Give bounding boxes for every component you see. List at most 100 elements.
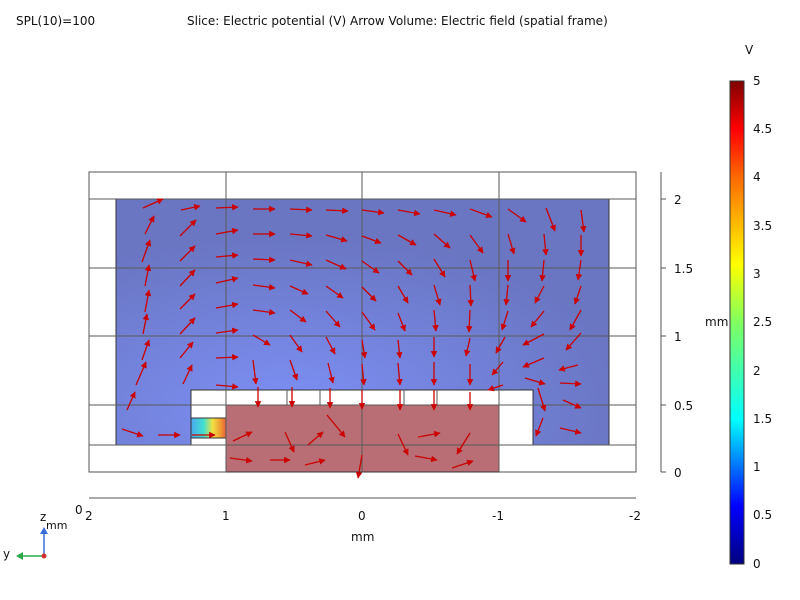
field-arrow xyxy=(535,417,544,437)
field-arrow xyxy=(397,260,413,276)
field-arrow xyxy=(396,362,403,386)
colorbar-unit: V xyxy=(745,43,754,57)
field-arrow xyxy=(141,339,151,361)
x-axis-tick: 0 xyxy=(358,509,366,523)
x-axis-tick: 1 xyxy=(222,509,230,523)
field-arrow xyxy=(215,204,239,211)
colorbar-tick: 3.5 xyxy=(753,219,773,233)
field-arrow xyxy=(451,459,474,469)
field-arrow xyxy=(179,341,194,359)
field-arrow xyxy=(397,312,406,332)
x-axis-unit: mm xyxy=(351,530,375,544)
field-arrow xyxy=(432,309,439,332)
field-arrow xyxy=(121,428,144,438)
field-arrow xyxy=(524,377,546,386)
field-arrow xyxy=(215,301,239,309)
field-arrow xyxy=(507,233,516,255)
axis-triad xyxy=(16,527,48,560)
field-arrow xyxy=(467,284,474,307)
x-axis-tick: -2 xyxy=(629,509,641,523)
field-arrow xyxy=(289,206,313,213)
field-arrow xyxy=(433,284,442,306)
field-arrow xyxy=(414,455,438,463)
field-arrow xyxy=(522,333,545,346)
field-arrow xyxy=(144,264,152,287)
field-arrow xyxy=(215,227,239,235)
field-arrow xyxy=(325,310,341,328)
field-arrow xyxy=(325,234,348,243)
field-arrow xyxy=(361,286,377,302)
field-arrow xyxy=(232,431,253,442)
field-arrow xyxy=(559,380,582,387)
field-arrow xyxy=(180,204,201,211)
field-arrow xyxy=(361,208,385,216)
colorbar-tick: 0.5 xyxy=(753,508,773,522)
field-arrow xyxy=(142,198,164,209)
field-arrow xyxy=(144,289,152,313)
z-axis-unit: mm xyxy=(705,315,729,329)
field-arrow xyxy=(289,259,313,267)
field-arrow xyxy=(469,208,493,219)
colorbar-tick: 5 xyxy=(753,74,761,88)
colorbar-tick: 1 xyxy=(753,460,761,474)
field-arrow xyxy=(141,239,152,263)
field-arrow xyxy=(433,209,457,217)
electric-field-arrows xyxy=(121,198,587,479)
field-arrow xyxy=(503,284,510,306)
field-arrow xyxy=(179,219,197,237)
field-arrow xyxy=(562,399,582,409)
colorbar-tick: 2 xyxy=(753,364,761,378)
field-arrow xyxy=(469,259,477,282)
field-arrow xyxy=(575,259,583,281)
field-arrow xyxy=(466,309,473,333)
field-arrow xyxy=(397,209,421,217)
field-arrow xyxy=(360,363,367,386)
field-arrow xyxy=(215,383,239,390)
field-arrow xyxy=(579,209,587,233)
field-arrow xyxy=(573,285,582,305)
field-arrow xyxy=(361,235,382,245)
field-arrow xyxy=(326,414,346,438)
field-arrow xyxy=(252,359,259,385)
field-arrow xyxy=(456,432,471,455)
field-arrow xyxy=(469,234,484,254)
triad-y-label: y xyxy=(3,547,11,561)
field-arrow xyxy=(545,207,556,232)
field-arrow xyxy=(307,431,324,446)
field-arrow xyxy=(522,357,545,368)
z-axis-tick: 1.5 xyxy=(674,262,694,276)
field-arrow xyxy=(487,384,504,392)
field-arrow xyxy=(433,258,446,278)
field-arrow xyxy=(252,334,271,346)
field-arrow xyxy=(559,427,582,435)
field-arrow xyxy=(252,256,276,263)
field-arrow xyxy=(361,311,376,331)
x-axis-tick: -1 xyxy=(492,509,504,523)
field-arrow xyxy=(284,431,295,453)
field-arrow xyxy=(495,336,506,354)
field-arrow xyxy=(142,313,150,335)
field-arrow xyxy=(464,337,471,357)
field-arrow xyxy=(325,207,349,214)
field-arrow xyxy=(304,458,326,466)
field-arrow xyxy=(179,245,196,262)
field-arrow xyxy=(289,359,299,381)
field-arrow xyxy=(530,310,545,328)
field-arrow xyxy=(289,285,309,295)
field-arrow xyxy=(215,327,239,335)
spl-label: SPL(10)=100 xyxy=(16,14,96,28)
field-arrow xyxy=(229,456,253,464)
z-axis-tick: 0.5 xyxy=(674,399,694,413)
field-arrow xyxy=(397,234,417,246)
field-arrow xyxy=(215,354,239,361)
field-arrow xyxy=(558,364,579,372)
plot-title: Slice: Electric potential (V) Arrow Volu… xyxy=(187,14,608,28)
z-axis-tick: 0 xyxy=(674,466,682,480)
field-arrow xyxy=(355,454,363,479)
field-arrow xyxy=(179,269,196,287)
field-arrow xyxy=(289,309,307,323)
colorbar-tick: 3 xyxy=(753,267,761,281)
x-axis-tick: 2 xyxy=(85,509,93,523)
field-arrow xyxy=(215,252,239,259)
field-arrow xyxy=(397,433,409,456)
